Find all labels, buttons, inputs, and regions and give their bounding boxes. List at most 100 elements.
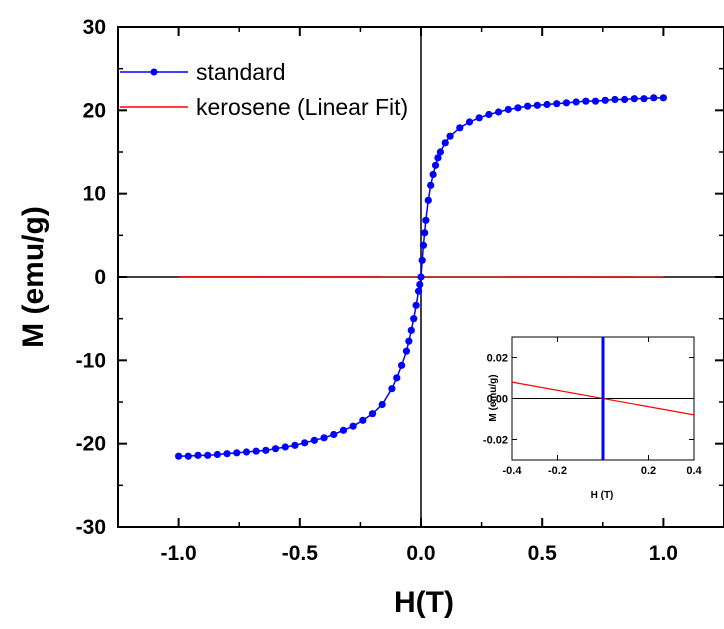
legend: standard kerosene (Linear Fit) — [120, 59, 408, 120]
inset-x-axis-title: H (T) — [591, 490, 614, 501]
data-point-standard — [591, 97, 600, 105]
data-point-standard — [398, 361, 406, 369]
data-point-standard — [291, 441, 299, 449]
data-point-standard — [422, 216, 430, 224]
legend-label-standard: standard — [196, 59, 286, 85]
data-point-standard — [359, 416, 367, 424]
data-point-standard — [368, 410, 377, 418]
data-point-standard — [204, 451, 212, 459]
data-point-standard — [475, 114, 483, 122]
data-point-standard — [405, 337, 413, 345]
data-point-standard — [659, 94, 668, 102]
data-point-standard — [421, 229, 429, 237]
data-point-standard — [388, 385, 396, 393]
legend-entry-kerosene: kerosene (Linear Fit) — [120, 94, 408, 120]
data-point-standard — [424, 196, 432, 204]
data-point-standard — [393, 374, 401, 382]
inset-y-axis-title: M (emu/g) — [488, 374, 499, 421]
data-point-standard — [410, 315, 418, 323]
data-point-standard — [494, 108, 503, 116]
data-point-standard — [184, 452, 192, 460]
data-point-standard — [514, 104, 522, 112]
data-point-standard — [436, 148, 444, 156]
y-tick-label: 10 — [83, 183, 106, 206]
legend-entry-standard: standard — [120, 59, 286, 85]
data-point-standard — [429, 170, 437, 179]
y-tick-label: -10 — [76, 349, 106, 372]
data-point-standard — [524, 102, 532, 110]
x-tick-label: -0.5 — [282, 542, 319, 565]
inset-tick-labels: -0.4 -0.2 0.2 0.4 0.02 0.00 -0.02 — [483, 353, 703, 478]
inset-series — [511, 337, 695, 460]
y-tick-label: -20 — [76, 433, 106, 456]
data-point-standard — [572, 98, 580, 106]
data-point-standard — [621, 95, 629, 104]
data-point-standard — [630, 95, 638, 103]
data-point-standard — [402, 347, 411, 355]
data-point-standard — [582, 97, 590, 105]
data-point-standard — [465, 118, 474, 126]
x-tick-label: 0.5 — [528, 542, 558, 565]
inset-y-tick-label: 0.02 — [487, 353, 508, 365]
y-axis-title: M (emu/g) — [17, 206, 50, 348]
data-point-standard — [320, 434, 328, 442]
inset-x-tick-label: -0.4 — [503, 465, 523, 477]
data-point-standard — [562, 99, 571, 107]
data-point-standard — [543, 100, 551, 109]
inset-x-tick-label: 0.2 — [641, 465, 656, 477]
inset-y-tick-label: 0.00 — [487, 394, 508, 406]
data-point-standard — [417, 273, 425, 281]
data-point-standard — [223, 450, 231, 458]
data-point-standard — [611, 95, 619, 104]
main-series — [175, 94, 668, 460]
data-point-standard — [553, 100, 561, 108]
legend-marker-standard — [150, 68, 158, 76]
data-point-standard — [446, 132, 454, 140]
data-point-standard — [301, 439, 309, 447]
y-tick-label: 30 — [83, 16, 106, 39]
data-point-standard — [330, 430, 338, 439]
data-point-standard — [175, 452, 183, 460]
inset-plot: -0.4 -0.2 0.2 0.4 0.02 0.00 -0.02 H (T) M (emu… — [483, 336, 703, 501]
data-point-standard — [418, 256, 426, 264]
data-point-standard — [601, 96, 609, 104]
data-point-standard — [650, 94, 658, 102]
data-point-standard — [416, 280, 424, 289]
legend-label-kerosene: kerosene (Linear Fit) — [196, 94, 408, 120]
main-tick-labels: -1.0 -0.5 0.0 0.5 1.0 -30 -20 -10 0 10 20 30 — [76, 16, 678, 565]
x-tick-label: 0.0 — [406, 542, 435, 565]
data-point-standard — [233, 449, 241, 457]
data-point-standard — [252, 447, 260, 455]
data-point-standard — [434, 154, 442, 162]
data-point-standard — [414, 287, 423, 295]
data-point-standard — [441, 139, 449, 147]
data-point-standard — [412, 301, 420, 309]
data-point-standard — [262, 446, 270, 454]
x-tick-label: 1.0 — [649, 542, 678, 565]
data-point-standard — [213, 450, 221, 459]
data-point-standard — [640, 95, 648, 103]
y-tick-label: -30 — [76, 516, 106, 539]
main-plot: -1.0 -0.5 0.0 0.5 1.0 -30 -20 -10 0 10 20 30 H(T) M… — [17, 16, 724, 619]
x-axis-title: H(T) — [394, 586, 454, 619]
data-point-standard — [407, 326, 415, 334]
x-tick-label: -1.0 — [161, 542, 197, 565]
data-point-standard — [504, 105, 512, 114]
data-point-standard — [533, 101, 541, 109]
data-point-standard — [349, 422, 357, 430]
data-point-standard — [378, 400, 386, 409]
data-point-standard — [310, 436, 318, 444]
data-point-standard — [281, 443, 289, 451]
data-point-standard — [271, 445, 280, 453]
inset-x-tick-label: -0.2 — [548, 465, 567, 477]
data-point-standard — [339, 426, 348, 434]
data-point-standard — [431, 161, 440, 169]
data-point-standard — [456, 124, 464, 132]
data-point-standard — [485, 110, 493, 119]
inset-y-tick-label: -0.02 — [483, 435, 508, 447]
data-point-standard — [242, 448, 251, 456]
data-point-standard — [419, 241, 428, 249]
inset-x-tick-label: 0.4 — [686, 465, 702, 477]
data-point-standard — [194, 451, 202, 459]
